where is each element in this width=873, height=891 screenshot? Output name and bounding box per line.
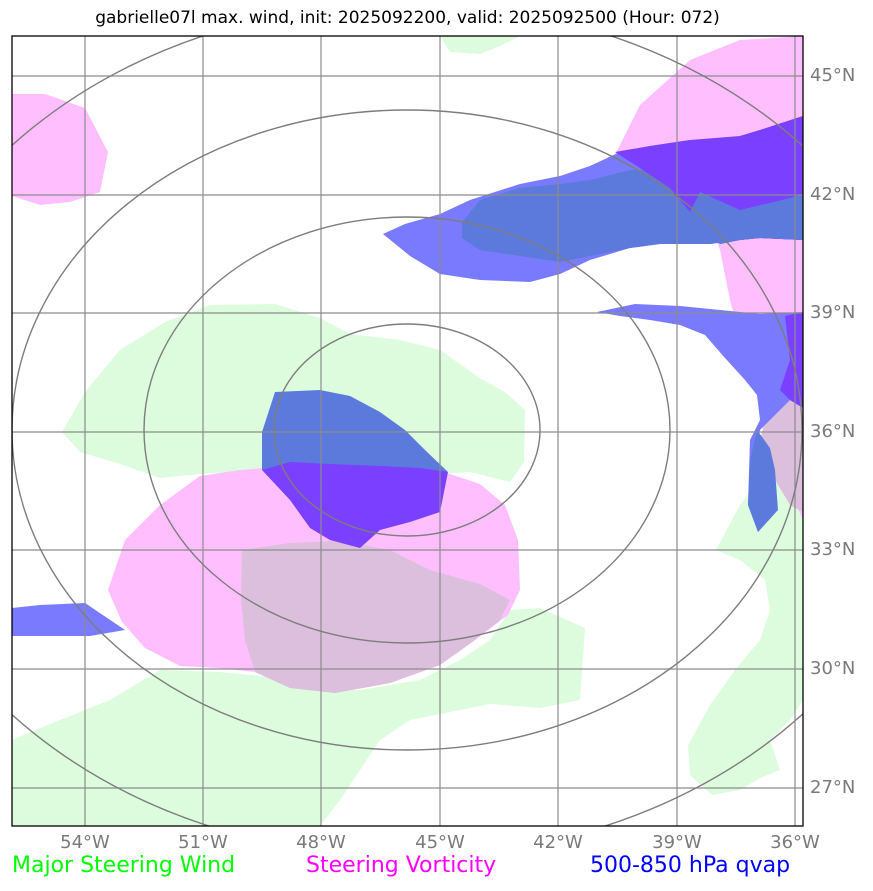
- legend-steering-wind: Major Steering Wind: [12, 853, 236, 878]
- plot-frame: [11, 35, 804, 827]
- lon-label-39w: 39°W: [652, 832, 702, 853]
- chart-title: gabrielle07l max. wind, init: 2025092200…: [95, 8, 720, 28]
- qvap-fill: [12, 116, 803, 636]
- lat-label-42n: 42°N: [810, 184, 856, 205]
- legend-steering-vorticity: Steering Vorticity: [306, 853, 497, 878]
- lon-label-48w: 48°W: [296, 832, 346, 853]
- lat-label-39n: 39°N: [810, 302, 856, 323]
- ring-1: [273, 323, 541, 537]
- distance-rings: [12, 36, 803, 826]
- ring-2: [143, 216, 671, 644]
- lon-label-42w: 42°W: [533, 832, 583, 853]
- legend-qvap: 500-850 hPa qvap: [590, 853, 791, 878]
- lon-label-45w: 45°W: [415, 832, 465, 853]
- ring-3: [12, 109, 803, 751]
- lat-label-33n: 33°N: [810, 539, 856, 560]
- lon-label-54w: 54°W: [60, 832, 110, 853]
- lat-label-45n: 45°N: [810, 65, 856, 86]
- lon-label-36w: 36°W: [770, 832, 820, 853]
- lon-label-51w: 51°W: [178, 832, 228, 853]
- lat-label-30n: 30°N: [810, 658, 856, 679]
- lat-label-27n: 27°N: [810, 777, 856, 798]
- lat-label-36n: 36°N: [810, 421, 856, 442]
